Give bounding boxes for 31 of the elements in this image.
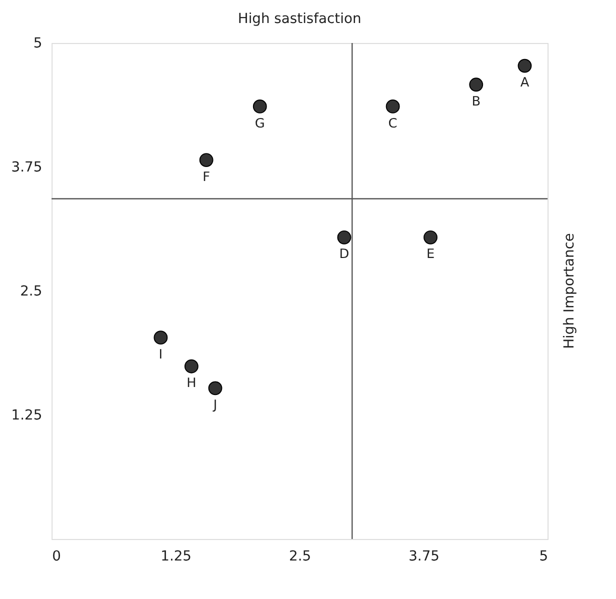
annotation: E [426, 247, 435, 262]
annotation: B [472, 94, 481, 110]
annotation: D [339, 247, 350, 262]
point [208, 381, 222, 396]
annotation: H [186, 376, 196, 392]
annotation: A [520, 76, 530, 91]
point [424, 230, 438, 244]
x-tick-label: 5 [539, 548, 548, 564]
y-tick-label: 1.25 [11, 407, 42, 424]
annotation: I [158, 347, 163, 362]
point [469, 78, 484, 92]
x-tick-label: 0 [52, 548, 61, 564]
x-tick-label: 1.25 [160, 548, 192, 564]
point [252, 100, 267, 114]
x-tick-label: 2.5 [289, 548, 312, 564]
point [337, 230, 352, 244]
annotation: F [202, 170, 210, 185]
point [184, 359, 198, 374]
y-tick-label: 3.75 [11, 159, 42, 176]
point [386, 100, 400, 114]
chart-title: High sastisfaction [238, 11, 362, 28]
x-tick-label: 3.75 [408, 548, 440, 564]
annotation: G [254, 116, 265, 132]
annotation: J [212, 398, 218, 414]
text: High Importance [561, 233, 578, 349]
point [154, 330, 168, 345]
point [518, 58, 532, 73]
y-tick-label: 5 [33, 35, 42, 52]
y-tick-label: 2.5 [20, 283, 42, 300]
annotation: C [388, 116, 398, 132]
point [199, 153, 214, 167]
